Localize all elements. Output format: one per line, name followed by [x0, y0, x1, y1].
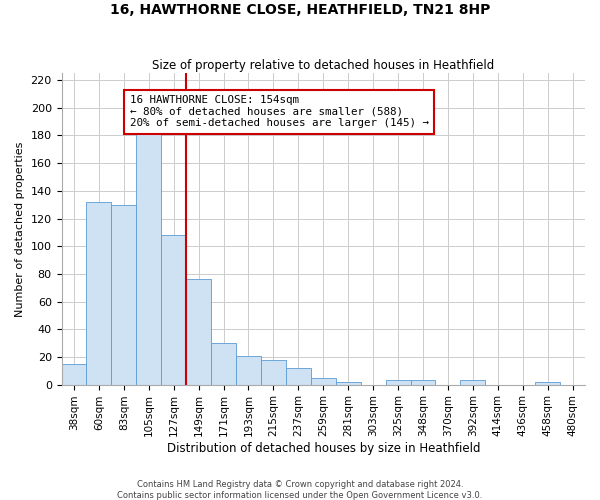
Y-axis label: Number of detached properties: Number of detached properties [15, 141, 25, 316]
Bar [86, 202, 112, 384]
Bar [236, 356, 261, 384]
Bar [112, 204, 136, 384]
Bar [62, 364, 86, 384]
Bar [336, 382, 361, 384]
Text: 16 HAWTHORNE CLOSE: 154sqm
← 80% of detached houses are smaller (588)
20% of sem: 16 HAWTHORNE CLOSE: 154sqm ← 80% of deta… [130, 95, 428, 128]
Bar [535, 382, 560, 384]
Bar [161, 235, 186, 384]
Bar [186, 280, 211, 384]
X-axis label: Distribution of detached houses by size in Heathfield: Distribution of detached houses by size … [167, 442, 480, 455]
Bar [386, 380, 410, 384]
Bar [460, 380, 485, 384]
Bar [286, 368, 311, 384]
Bar [311, 378, 336, 384]
Text: Contains HM Land Registry data © Crown copyright and database right 2024.
Contai: Contains HM Land Registry data © Crown c… [118, 480, 482, 500]
Bar [261, 360, 286, 384]
Bar [410, 380, 436, 384]
Bar [136, 132, 161, 384]
Bar [211, 343, 236, 384]
Title: Size of property relative to detached houses in Heathfield: Size of property relative to detached ho… [152, 59, 494, 72]
Text: 16, HAWTHORNE CLOSE, HEATHFIELD, TN21 8HP: 16, HAWTHORNE CLOSE, HEATHFIELD, TN21 8H… [110, 2, 490, 16]
